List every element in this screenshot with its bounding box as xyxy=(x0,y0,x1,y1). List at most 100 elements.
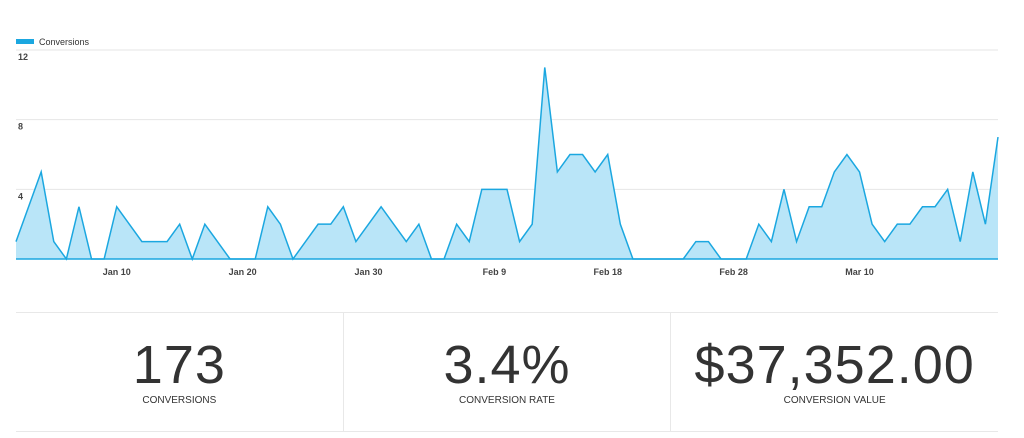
data-point[interactable] xyxy=(907,221,913,227)
data-point[interactable] xyxy=(101,256,107,262)
chart-legend[interactable]: Conversions xyxy=(16,37,90,47)
data-point[interactable] xyxy=(945,186,951,192)
legend-label-conversions: Conversions xyxy=(39,37,90,47)
data-point[interactable] xyxy=(529,221,535,227)
data-point[interactable] xyxy=(642,256,648,262)
data-point[interactable] xyxy=(831,169,837,175)
data-point[interactable] xyxy=(491,186,497,192)
data-point[interactable] xyxy=(403,239,409,245)
data-point[interactable] xyxy=(731,256,737,262)
data-point[interactable] xyxy=(768,239,774,245)
x-tick-label: Jan 30 xyxy=(354,267,382,277)
data-point[interactable] xyxy=(416,221,422,227)
data-point[interactable] xyxy=(806,204,812,210)
data-point[interactable] xyxy=(391,221,397,227)
data-point[interactable] xyxy=(655,256,661,262)
data-point[interactable] xyxy=(378,204,384,210)
data-point[interactable] xyxy=(705,239,711,245)
data-point[interactable] xyxy=(114,204,120,210)
data-point[interactable] xyxy=(554,169,560,175)
data-point[interactable] xyxy=(202,221,208,227)
data-point[interactable] xyxy=(592,169,598,175)
summary-stats: 173 CONVERSIONS 3.4% CONVERSION RATE $37… xyxy=(16,312,998,432)
data-point[interactable] xyxy=(151,239,157,245)
x-tick-label: Mar 10 xyxy=(845,267,874,277)
y-axis-ticks: 12 8 4 xyxy=(18,52,28,201)
data-point[interactable] xyxy=(857,169,863,175)
data-point[interactable] xyxy=(428,256,434,262)
data-point[interactable] xyxy=(76,204,82,210)
stat-conversions: 173 CONVERSIONS xyxy=(16,313,344,431)
x-tick-label: Jan 10 xyxy=(103,267,131,277)
data-point[interactable] xyxy=(932,204,938,210)
data-point[interactable] xyxy=(957,239,963,245)
data-point[interactable] xyxy=(718,256,724,262)
data-point[interactable] xyxy=(630,256,636,262)
data-point[interactable] xyxy=(882,239,888,245)
data-point[interactable] xyxy=(164,239,170,245)
stat-conversion-rate: 3.4% CONVERSION RATE xyxy=(344,313,672,431)
data-point[interactable] xyxy=(781,186,787,192)
data-point[interactable] xyxy=(567,152,573,158)
data-point[interactable] xyxy=(894,221,900,227)
series-line-conversions xyxy=(15,67,999,262)
data-point[interactable] xyxy=(303,239,309,245)
data-point[interactable] xyxy=(177,221,183,227)
data-point[interactable] xyxy=(340,204,346,210)
data-point[interactable] xyxy=(189,256,195,262)
data-point[interactable] xyxy=(454,221,460,227)
data-point[interactable] xyxy=(680,256,686,262)
stat-value: 173 xyxy=(132,335,226,395)
stat-label: CONVERSION VALUE xyxy=(783,395,886,406)
stat-label: CONVERSION RATE xyxy=(459,395,555,406)
conversions-chart: Conversions 12 8 4 Jan 10 Jan 20 Jan 30 Feb 9… xyxy=(13,37,1001,277)
data-point[interactable] xyxy=(214,239,220,245)
data-point[interactable] xyxy=(479,186,485,192)
data-point[interactable] xyxy=(252,256,258,262)
data-point[interactable] xyxy=(466,239,472,245)
stat-value: $37,352.00 xyxy=(694,335,975,395)
data-point[interactable] xyxy=(794,239,800,245)
data-point[interactable] xyxy=(89,256,95,262)
data-point[interactable] xyxy=(26,204,32,210)
data-point[interactable] xyxy=(605,152,611,158)
data-point[interactable] xyxy=(227,256,233,262)
data-point[interactable] xyxy=(580,152,586,158)
data-point[interactable] xyxy=(693,239,699,245)
data-point[interactable] xyxy=(844,152,850,158)
data-point[interactable] xyxy=(240,256,246,262)
data-point[interactable] xyxy=(353,239,359,245)
data-point[interactable] xyxy=(315,221,321,227)
data-point[interactable] xyxy=(542,64,548,70)
x-axis-ticks: Jan 10 Jan 20 Jan 30 Feb 9 Feb 18 Feb 28 Mar 1… xyxy=(103,267,874,277)
data-point[interactable] xyxy=(668,256,674,262)
plot-area[interactable] xyxy=(13,64,1001,262)
data-point[interactable] xyxy=(126,221,132,227)
data-point[interactable] xyxy=(63,256,69,262)
x-tick-label: Jan 20 xyxy=(229,267,257,277)
data-point[interactable] xyxy=(51,239,57,245)
data-point[interactable] xyxy=(265,204,271,210)
data-point[interactable] xyxy=(277,221,283,227)
data-point[interactable] xyxy=(504,186,510,192)
data-point[interactable] xyxy=(38,169,44,175)
data-point[interactable] xyxy=(366,221,372,227)
data-point[interactable] xyxy=(970,169,976,175)
data-point[interactable] xyxy=(617,221,623,227)
data-point[interactable] xyxy=(743,256,749,262)
data-point[interactable] xyxy=(139,239,145,245)
legend-swatch xyxy=(16,39,34,44)
data-point[interactable] xyxy=(13,239,19,245)
data-point[interactable] xyxy=(756,221,762,227)
data-point[interactable] xyxy=(328,221,334,227)
data-point[interactable] xyxy=(982,221,988,227)
data-point[interactable] xyxy=(441,256,447,262)
x-tick-label: Feb 28 xyxy=(719,267,748,277)
data-point[interactable] xyxy=(919,204,925,210)
data-point[interactable] xyxy=(995,134,1001,140)
data-point[interactable] xyxy=(819,204,825,210)
data-point[interactable] xyxy=(290,256,296,262)
data-point[interactable] xyxy=(517,239,523,245)
data-point[interactable] xyxy=(869,221,875,227)
